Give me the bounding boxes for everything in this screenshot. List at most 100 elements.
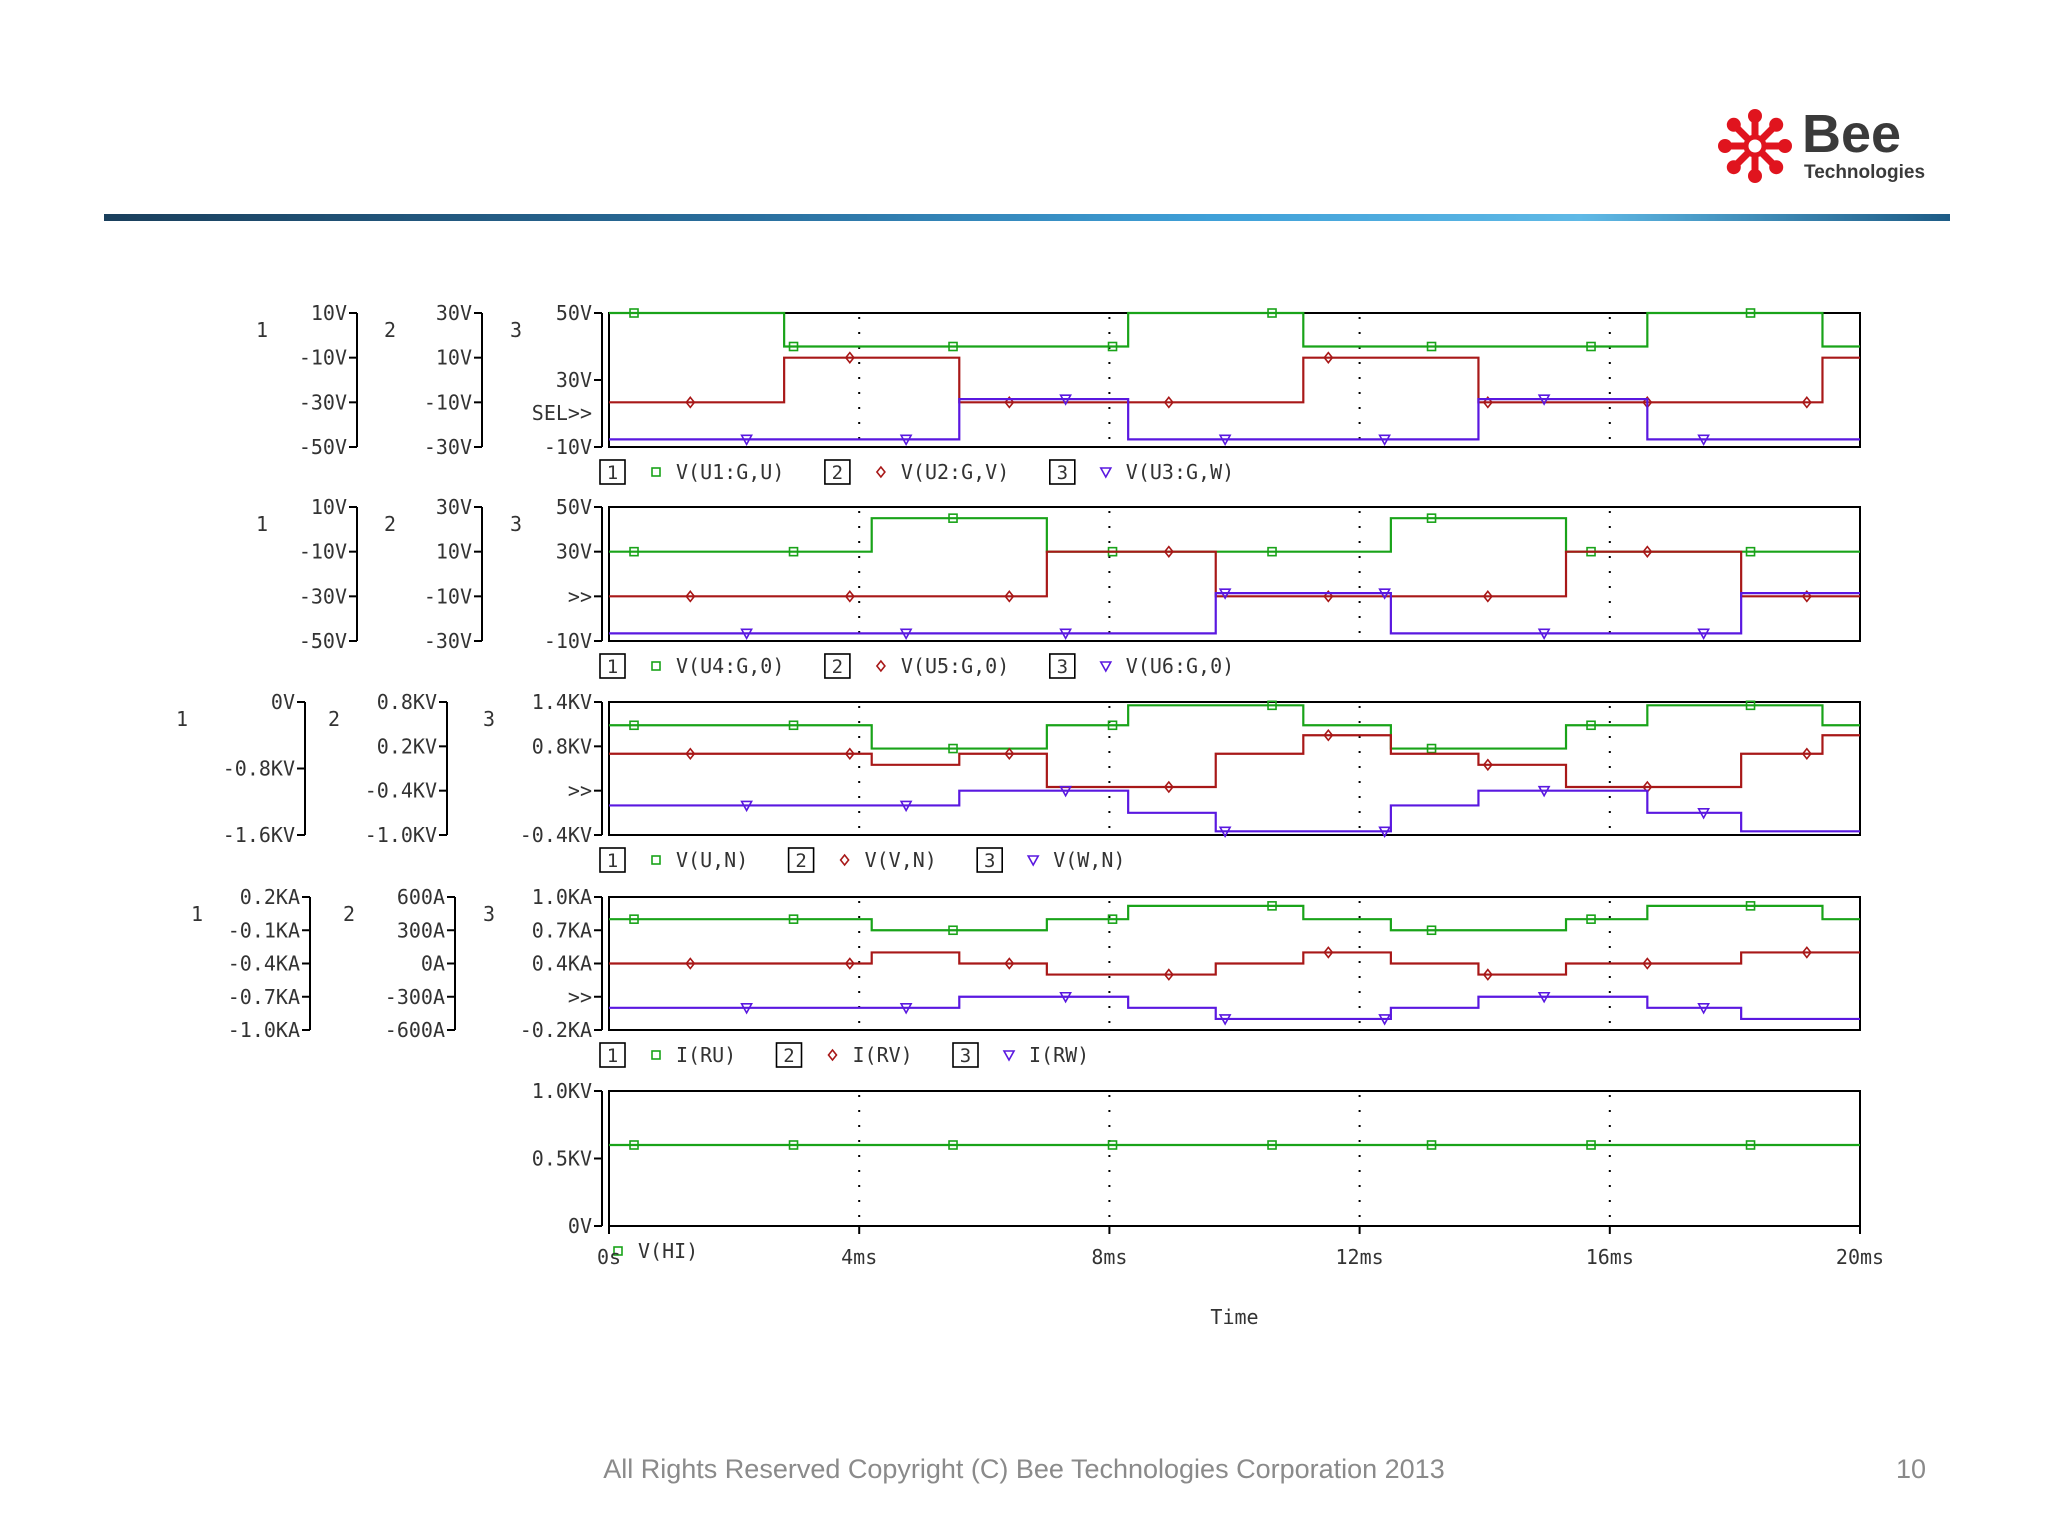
- series-V(HI): [609, 1140, 1860, 1150]
- legend-index-box: [976, 847, 1004, 873]
- trace-triangle-marker: [1378, 588, 1391, 600]
- trace-triangle-marker: [1697, 628, 1710, 640]
- y-axis-index: 2: [328, 707, 340, 731]
- legend-label: V(U3:G,W): [1126, 460, 1234, 484]
- y-tick-label: -1.0KA: [228, 1018, 300, 1042]
- trace-triangle-marker: [1378, 826, 1391, 838]
- trace-diamond-marker: [1642, 545, 1653, 558]
- x-tick-label: 20ms: [1836, 1245, 1884, 1269]
- trace-triangle-marker: [899, 800, 913, 813]
- x-tick-label: 0s: [597, 1245, 621, 1269]
- y-tick-label: -10V: [299, 540, 347, 564]
- trace-diamond-marker: [685, 590, 696, 603]
- legend-index-box: [824, 653, 851, 679]
- y-tick-label: -10V: [299, 346, 347, 370]
- series-I(RU): [609, 901, 1860, 936]
- y-tick-label: -30V: [299, 390, 347, 414]
- trace-diamond-marker: [1801, 946, 1812, 959]
- trace-diamond-marker: [844, 747, 855, 761]
- y-tick-label: 0V: [568, 1214, 592, 1238]
- legend-index: 1: [607, 656, 618, 678]
- series-I(RV): [609, 946, 1860, 981]
- page-number: 10: [1895, 1454, 1926, 1484]
- legend-index: 3: [984, 850, 995, 872]
- y-tick-label: -600A: [385, 1018, 445, 1042]
- y-tick-label: 10V: [436, 540, 472, 564]
- legend-index: 2: [832, 462, 843, 484]
- y-tick-label: 50V: [556, 301, 592, 325]
- legend-label: V(U5:G,0): [901, 654, 1009, 678]
- y-tick-label: 0.2KA: [240, 885, 300, 909]
- legend-index-box: [599, 653, 626, 679]
- trace-triangle-marker: [1537, 991, 1551, 1004]
- legend-label: V(U6:G,0): [1126, 654, 1234, 678]
- trace-diamond-marker: [844, 590, 855, 603]
- y-tick-label: 0.8KV: [532, 734, 592, 758]
- logo-dot: [1769, 117, 1784, 132]
- legend-index-box: [952, 1042, 979, 1068]
- trace-square-marker: [1107, 341, 1118, 352]
- legend: V(HI): [613, 1239, 698, 1263]
- y-axis-1: 0V -0.8KV -1.6KV 1: [176, 690, 306, 847]
- y-axis-3: 50V 30V -10V SEL>> 3: [510, 301, 603, 459]
- trace-square-marker: [651, 467, 661, 477]
- y-tick-label: 0.8KV: [377, 690, 437, 714]
- trace-square-marker: [1107, 720, 1118, 731]
- trace-line: [609, 704, 1860, 750]
- trace-triangle-marker: [740, 434, 753, 446]
- legend-label: V(U2:G,V): [901, 460, 1009, 484]
- trace-square-marker: [1426, 1140, 1437, 1150]
- trace-square-marker: [651, 855, 661, 865]
- trace-square-marker: [948, 341, 958, 352]
- trace-triangle-marker: [1218, 434, 1232, 446]
- y-axis-index: 2: [384, 512, 396, 536]
- trace-diamond-marker: [1004, 590, 1015, 603]
- y-tick-label: -30V: [424, 435, 472, 459]
- trace-diamond-marker: [1163, 968, 1174, 981]
- y-axis-2: 0.8KV 0.2KV -0.4KV -1.0KV 2: [328, 690, 448, 847]
- sel-marker: SEL>>: [532, 401, 592, 425]
- footer-copyright: All Rights Reserved Copyright (C) Bee Te…: [603, 1454, 1445, 1484]
- y-tick-label: -1.6KV: [223, 823, 295, 847]
- trace-triangle-marker: [1378, 434, 1391, 446]
- legend-index-box: [599, 847, 626, 873]
- y-tick-label: -0.4KV: [520, 823, 592, 847]
- trace-diamond-marker: [1801, 590, 1812, 603]
- series-V(W,N): [609, 785, 1860, 838]
- y-axis-3: 1.4KV 0.8KV >> -0.4KV 3: [483, 690, 603, 847]
- legend-index: 3: [960, 1045, 971, 1067]
- legend: 1 V(U1:G,U) 2 V(U2:G,V) 3 V(U3:G,W): [599, 459, 1234, 485]
- y-tick-label: -0.4KV: [365, 779, 437, 803]
- trace-diamond-marker: [1004, 747, 1015, 761]
- y-tick-label: -10V: [544, 629, 592, 653]
- trace-triangle-marker: [1059, 628, 1072, 640]
- trace-diamond-marker: [1163, 396, 1174, 409]
- trace-diamond-marker: [1323, 946, 1334, 959]
- trace-square-marker: [629, 1140, 639, 1150]
- trace-square-marker: [629, 546, 639, 557]
- y-tick-label: -300A: [385, 985, 445, 1009]
- trace-diamond-marker: [827, 1048, 838, 1062]
- legend-index-box: [775, 1042, 803, 1068]
- legend-index: 3: [1057, 462, 1068, 484]
- y-axis-index: 2: [343, 902, 355, 926]
- legend: 1 V(U4:G,0) 2 V(U5:G,0) 3 V(U6:G,0): [599, 653, 1234, 679]
- legend-index-box: [599, 459, 626, 485]
- y-tick-label: 0.5KV: [532, 1147, 592, 1171]
- series-V(U1:G,U): [609, 308, 1860, 352]
- y-tick-label: -50V: [299, 629, 347, 653]
- trace-diamond-marker: [1323, 590, 1334, 603]
- logo-dot: [1718, 139, 1732, 153]
- trace-square-marker: [1107, 914, 1118, 924]
- legend-label: V(U4:G,0): [676, 654, 784, 678]
- y-axis-1: 10V -10V -30V -50V 1: [256, 301, 358, 459]
- trace-diamond-marker: [875, 659, 886, 673]
- series-V(U4:G,0): [609, 513, 1860, 557]
- y-tick-label: 10V: [436, 346, 472, 370]
- legend-index: 2: [832, 656, 843, 678]
- trace-square-marker: [788, 341, 799, 352]
- legend-index-box: [1049, 653, 1076, 679]
- y-axis-index: 1: [176, 707, 188, 731]
- y-tick-label: >>: [568, 584, 592, 608]
- trace-square-marker: [948, 1140, 958, 1150]
